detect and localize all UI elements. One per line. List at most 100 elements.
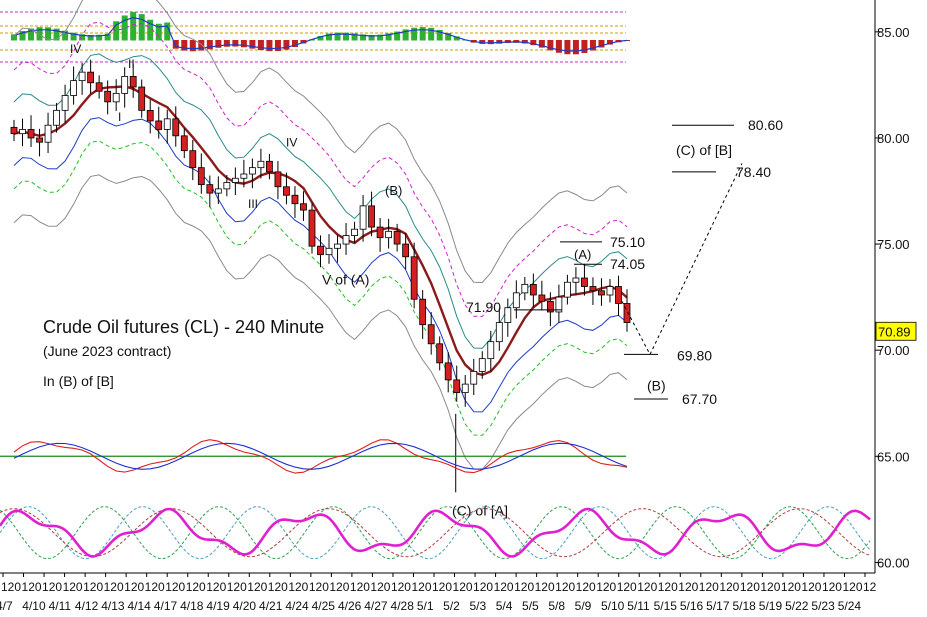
candle-body [257, 160, 265, 169]
histogram-bar [257, 40, 264, 51]
histogram-bar [317, 35, 324, 41]
histogram-bar [351, 33, 358, 41]
chart-subtitle: (June 2023 contract) [43, 343, 171, 359]
candle-body [581, 277, 588, 287]
candle-body [572, 277, 580, 283]
histogram-bar [96, 34, 103, 41]
x-hour-label: 120 [350, 580, 370, 594]
x-date-label: 5/11 [627, 599, 650, 613]
candle-body [521, 283, 529, 294]
histogram-bar [121, 15, 128, 41]
x-hour-label: 120 [309, 580, 329, 594]
candle-body [393, 230, 401, 245]
histogram-bar [326, 33, 333, 41]
histogram-bar [240, 40, 247, 48]
x-hour-label: 120 [699, 580, 719, 594]
histogram-bar [428, 27, 435, 41]
candle-body [231, 177, 239, 183]
x-hour-label: 12 [863, 580, 877, 594]
chart-title: Crude Oil futures (CL) - 240 Minute [43, 317, 324, 337]
y-tick-label: 60.00 [877, 555, 910, 570]
cycle-wave-red [0, 508, 871, 558]
candle-body [495, 322, 503, 343]
candle-body [325, 247, 333, 256]
candle-body [214, 188, 222, 194]
candle-body [308, 209, 316, 247]
histogram-bar [70, 32, 77, 41]
histogram-bar [164, 22, 171, 41]
x-hour-label: 120 [22, 580, 42, 594]
x-date-label: 4/18 [180, 599, 204, 613]
histogram-bar [377, 34, 384, 41]
histogram-bar [487, 40, 494, 45]
candle-body [385, 230, 393, 239]
x-date-label: 4/26 [338, 599, 362, 613]
x-date-label: 4/14 [128, 599, 152, 613]
candlesticks [10, 59, 631, 493]
candle-body [189, 150, 197, 169]
x-date-label: 5/5 [522, 599, 539, 613]
candle-body [615, 286, 622, 304]
x-hour-label: 120 [617, 580, 637, 594]
candle-body [564, 281, 571, 298]
candle-body [180, 135, 188, 152]
x-hour-label: 120 [576, 580, 596, 594]
x-hour-label: 120 [760, 580, 780, 594]
candle-body [342, 235, 350, 245]
x-date-label: 5/1 [417, 599, 434, 613]
histogram-bar [402, 29, 409, 41]
x-date-label: 4/7 [0, 599, 13, 613]
histogram-bar [274, 40, 281, 52]
candle-body [419, 298, 427, 326]
wave-label: V of (A) [322, 271, 369, 287]
histogram-bar [334, 32, 341, 41]
x-hour-label: 120 [535, 580, 555, 594]
wave-label: IV [286, 135, 297, 149]
wave-label: IV [70, 42, 81, 56]
x-hour-label: 120 [227, 580, 247, 594]
current-price-label: 70.89 [878, 324, 911, 339]
wave-label: (B) [647, 377, 666, 393]
histogram-bar [62, 30, 69, 41]
candle-body [53, 109, 60, 126]
x-hour-label: 120 [842, 580, 862, 594]
candle-body [512, 292, 520, 309]
histogram-bar [394, 31, 401, 41]
histogram-bar [19, 31, 26, 41]
histogram-bar [496, 40, 503, 44]
x-hour-label: 120 [514, 580, 534, 594]
candle-body [589, 286, 597, 292]
x-hour-label: 120 [247, 580, 267, 594]
y-tick-label: 70.00 [877, 343, 910, 358]
cycle-panel [0, 506, 871, 560]
candle-body [138, 86, 146, 111]
price-level-label: 69.80 [677, 347, 712, 363]
x-date-label: 5/24 [838, 599, 862, 613]
histogram-bar [266, 40, 273, 52]
price-level-label: 71.90 [466, 299, 501, 315]
candle-body [121, 76, 129, 94]
x-date-label: 5/18 [732, 599, 756, 613]
wave-label: (A) [574, 247, 591, 262]
candle-body [112, 92, 120, 103]
histogram-bar [11, 34, 17, 41]
x-date-label: 5/19 [759, 599, 783, 613]
histogram-bar [87, 34, 94, 41]
x-date-label: 5/3 [469, 599, 486, 613]
histogram-bar [36, 27, 43, 41]
x-hour-label: 120 [801, 580, 821, 594]
histogram-bar [172, 40, 179, 49]
candle-body [368, 205, 375, 228]
histogram-bar [547, 40, 554, 51]
x-hour-label: 120 [822, 580, 842, 594]
histogram-bar [223, 40, 230, 47]
candle-body [376, 226, 384, 239]
candle-body [427, 324, 435, 345]
x-date-label: 4/10 [22, 599, 46, 613]
price-level-label: 80.60 [748, 117, 783, 133]
x-hour-label: 120 [145, 580, 165, 594]
wave-label: (B) [385, 183, 402, 198]
histogram-bar [79, 34, 86, 41]
candle-body [436, 343, 444, 364]
x-date-label: 4/27 [364, 599, 388, 613]
